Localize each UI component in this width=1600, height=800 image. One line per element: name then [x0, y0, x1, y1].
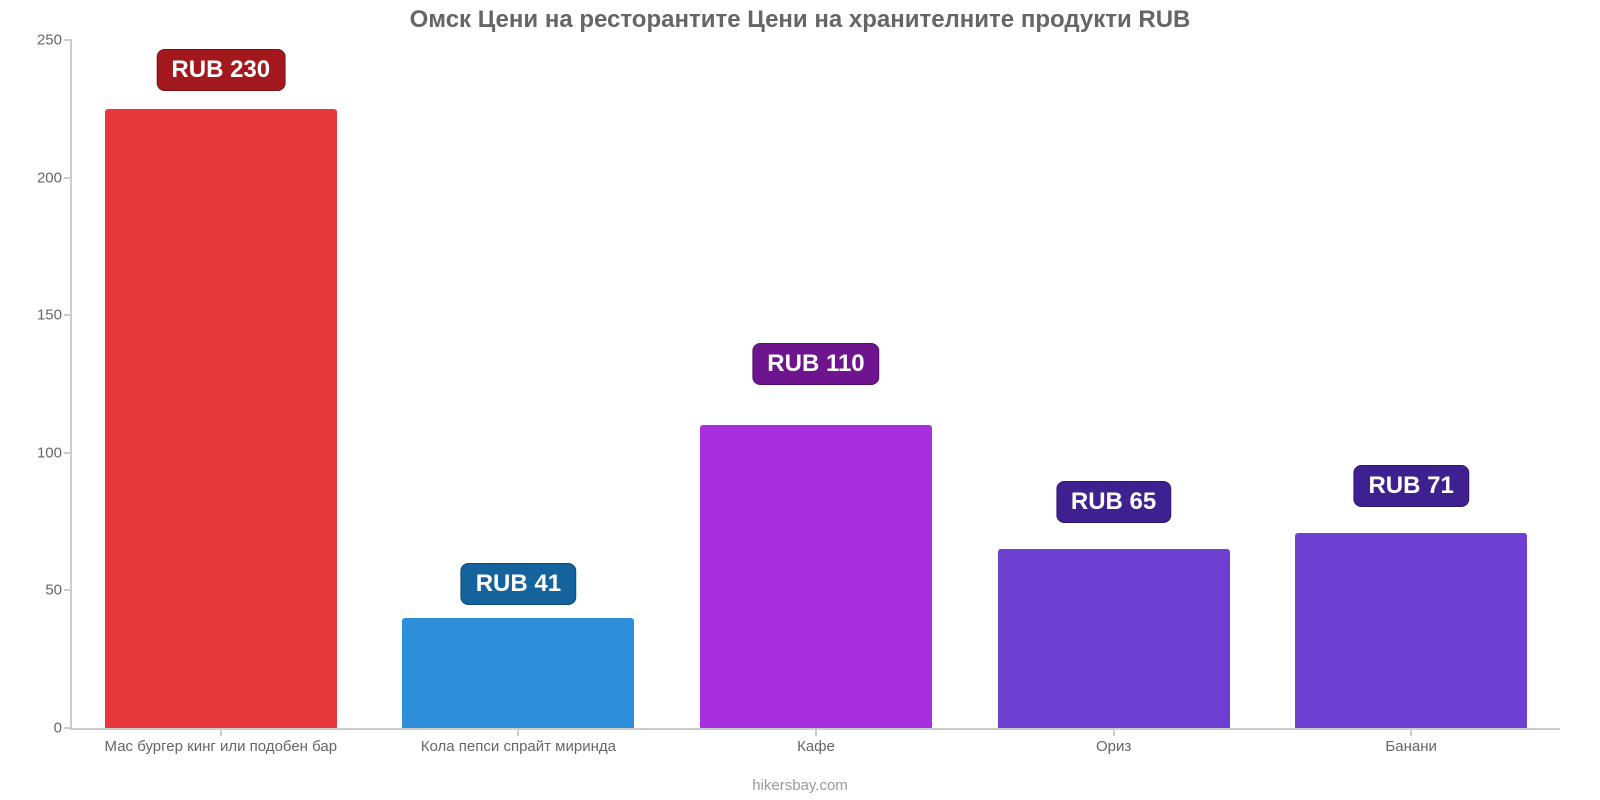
price-bar-chart: Омск Цени на ресторантите Цени на хранит… — [0, 0, 1600, 800]
plot-area: RUB 230Мас бургер кинг или подобен барRU… — [70, 40, 1560, 730]
credit-text: hikersbay.com — [0, 777, 1600, 794]
value-badge: RUB 110 — [752, 343, 879, 385]
x-tick-label: Ориз — [965, 728, 1263, 755]
y-tick-mark — [64, 452, 72, 454]
x-tick-label: Кафе — [667, 728, 965, 755]
bar: RUB 41 — [402, 618, 634, 728]
bar-column: RUB 65Ориз — [965, 40, 1263, 728]
chart-title: Омск Цени на ресторантите Цени на хранит… — [0, 6, 1600, 34]
bar-column: RUB 110Кафе — [667, 40, 965, 728]
bar-column: RUB 230Мас бургер кинг или подобен бар — [72, 40, 370, 728]
bar-columns: RUB 230Мас бургер кинг или подобен барRU… — [72, 40, 1560, 728]
x-tick-label: Мас бургер кинг или подобен бар — [72, 728, 370, 755]
bar: RUB 71 — [1295, 533, 1527, 728]
value-badge: RUB 71 — [1353, 465, 1468, 507]
y-tick-mark — [64, 727, 72, 729]
y-tick-mark — [64, 314, 72, 316]
x-tick-label: Кола пепси спрайт миринда — [370, 728, 668, 755]
y-tick-mark — [64, 39, 72, 41]
x-tick-label: Банани — [1262, 728, 1560, 755]
y-tick-mark — [64, 177, 72, 179]
bar: RUB 110 — [700, 425, 932, 728]
bar-column: RUB 71Банани — [1262, 40, 1560, 728]
value-badge: RUB 230 — [156, 49, 285, 91]
bar-column: RUB 41Кола пепси спрайт миринда — [370, 40, 668, 728]
y-tick-mark — [64, 589, 72, 591]
bar: RUB 230 — [105, 109, 337, 728]
bar: RUB 65 — [998, 549, 1230, 728]
value-badge: RUB 41 — [461, 563, 576, 605]
value-badge: RUB 65 — [1056, 481, 1171, 523]
